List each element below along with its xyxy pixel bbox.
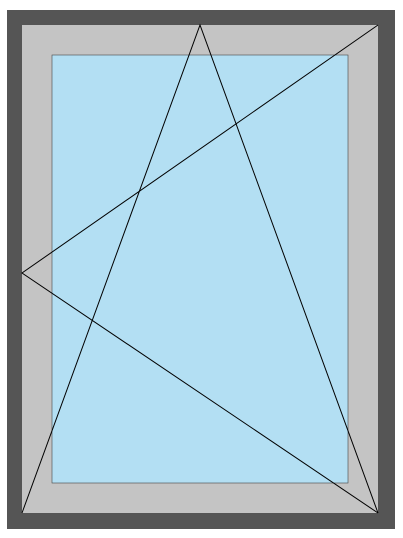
turn-opening-indicator (21, 24, 379, 514)
glass-pane (51, 54, 349, 484)
tilt-opening-indicator (21, 23, 379, 514)
